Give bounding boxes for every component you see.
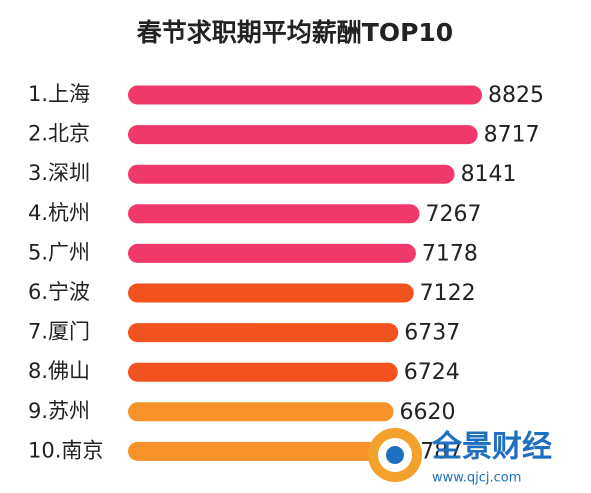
- value-label: 8717: [484, 123, 540, 148]
- category-label: 3.深圳: [28, 161, 90, 185]
- value-label: 6620: [400, 400, 456, 425]
- value-label: 7267: [426, 202, 482, 227]
- watermark: 全景财经 www.qjcj.com: [368, 428, 552, 486]
- bar: [128, 125, 478, 145]
- bar: [128, 441, 401, 461]
- value-label: 8141: [461, 162, 517, 187]
- category-label: 6.宁波: [28, 280, 90, 304]
- watermark-logo-dot: [386, 446, 404, 464]
- watermark-url: www.qjcj.com: [432, 471, 521, 486]
- category-label: 9.苏州: [28, 399, 90, 423]
- value-label: 6724: [404, 360, 460, 385]
- category-label: 4.杭州: [28, 201, 90, 225]
- bar: [128, 243, 416, 263]
- bar: [128, 164, 455, 184]
- category-label: 8.佛山: [28, 359, 90, 383]
- bar: [128, 402, 394, 422]
- bar: [128, 85, 482, 105]
- value-label: 8825: [488, 83, 544, 108]
- category-label: 2.北京: [28, 122, 90, 146]
- chart-title: 春节求职期平均薪酬TOP10: [137, 18, 453, 47]
- value-label: 7178: [422, 241, 478, 266]
- bar: [128, 283, 414, 303]
- category-label: 7.厦门: [28, 320, 90, 344]
- category-label: 10.南京: [28, 438, 103, 462]
- value-label: 6737: [404, 321, 460, 346]
- bar: [128, 323, 399, 343]
- bar: [128, 204, 420, 224]
- category-label: 5.广州: [28, 240, 90, 264]
- bar: [128, 362, 398, 382]
- value-label: 7122: [420, 281, 476, 306]
- watermark-brand: 全景财经: [431, 430, 552, 465]
- category-label: 1.上海: [28, 82, 90, 106]
